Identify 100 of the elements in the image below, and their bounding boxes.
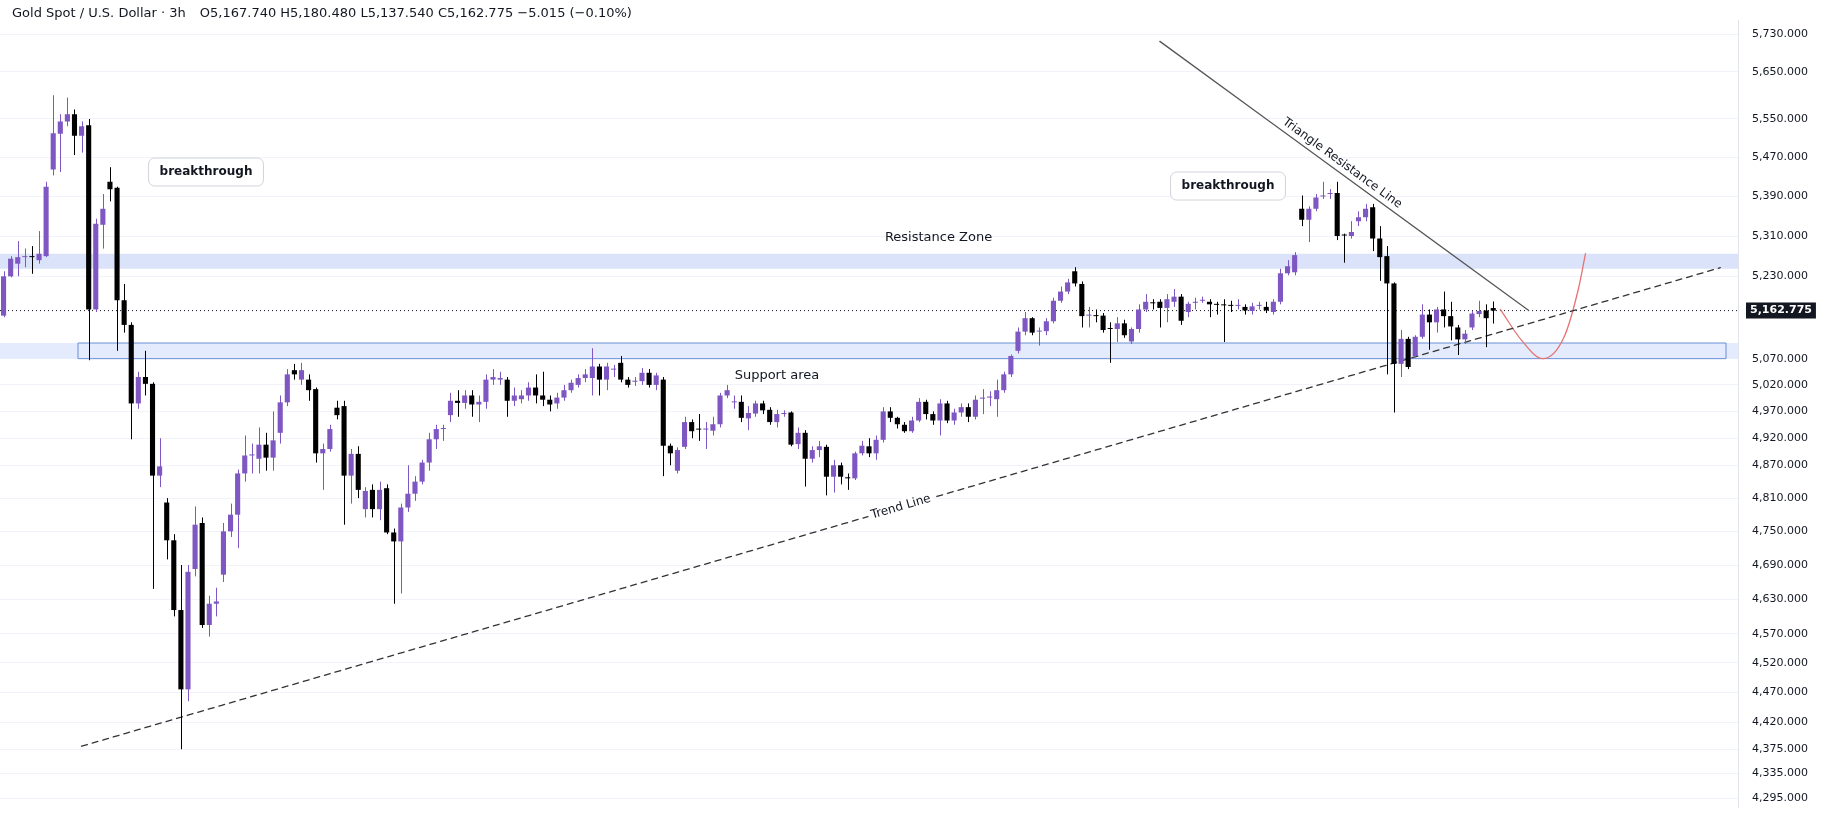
candlestick <box>419 459 425 485</box>
y-tick-label: 4,750.000 <box>1752 524 1808 538</box>
candlestick <box>206 595 212 638</box>
candlestick <box>873 435 879 461</box>
candlestick <box>1029 316 1035 336</box>
candlestick <box>1015 326 1021 354</box>
candlestick <box>1072 266 1078 287</box>
y-tick-label: 4,970.000 <box>1752 404 1808 418</box>
candlestick <box>1306 205 1312 243</box>
y-tick-label: 5,470.000 <box>1752 150 1808 164</box>
y-tick-label: 5,650.000 <box>1752 64 1808 78</box>
candlestick <box>994 379 1000 418</box>
y-tick-label: 4,335.000 <box>1752 766 1808 780</box>
candlestick <box>1100 312 1106 334</box>
candlestick <box>348 448 354 505</box>
candlestick <box>965 402 971 423</box>
candlestick <box>270 410 276 472</box>
y-tick-label: 4,920.000 <box>1752 431 1808 445</box>
candlestick <box>242 435 248 483</box>
candlestick <box>1001 371 1007 394</box>
candlestick <box>1050 297 1056 324</box>
candlestick <box>1228 300 1234 313</box>
candlestick <box>157 437 163 488</box>
candlestick <box>1107 321 1113 364</box>
candlestick <box>1136 303 1142 334</box>
candlestick <box>362 486 368 518</box>
candlestick <box>504 376 510 418</box>
candlestick <box>71 108 78 156</box>
candlestick <box>15 240 21 277</box>
candlestick <box>603 362 610 391</box>
y-tick-label: 5,730.000 <box>1752 27 1808 41</box>
candlestick <box>213 587 219 617</box>
candlestick <box>1214 301 1220 316</box>
candlestick <box>1426 308 1432 351</box>
candlestick <box>440 424 446 442</box>
candlestick <box>916 397 922 423</box>
candlestick <box>866 437 872 458</box>
candlestick <box>1320 181 1326 200</box>
candlestick <box>1157 298 1163 328</box>
candlestick <box>745 405 751 431</box>
candlestick <box>1221 298 1227 343</box>
candlestick <box>57 113 63 173</box>
candlestick <box>483 373 489 410</box>
candlestick <box>447 392 454 423</box>
ref-line-label: 5,162.775 <box>1750 303 1812 317</box>
line-series <box>1499 252 1587 360</box>
candlestick <box>369 483 375 518</box>
candlestick <box>731 394 737 410</box>
y-tick-label: 4,295.000 <box>1752 790 1808 804</box>
candlestick <box>1490 301 1496 325</box>
candlestick <box>1483 303 1489 348</box>
y-tick-label: 4,630.000 <box>1752 592 1808 606</box>
candlestick <box>674 446 681 474</box>
candlestick <box>696 413 702 442</box>
y-tick-label: 5,230.000 <box>1752 269 1808 283</box>
y-tick-label: 4,870.000 <box>1752 458 1808 472</box>
text: Trend Line <box>868 490 933 522</box>
candlestick <box>142 350 148 396</box>
y-tick-label: 4,375.000 <box>1752 742 1808 756</box>
candlestick <box>1377 225 1383 282</box>
candlestick <box>1455 324 1461 356</box>
candlestick <box>838 462 844 485</box>
candlestick <box>1448 301 1454 341</box>
candlestick <box>64 97 70 127</box>
candlestick <box>1341 233 1347 264</box>
y-tick-label: 4,810.000 <box>1752 490 1808 504</box>
candlestick <box>1235 298 1241 310</box>
chart-subtitle: O5,167.740 H5,180.480 L5,137.540 C5,162.775 −5.015 (−0.10%) <box>199 5 632 20</box>
y-tick-label: 4,420.000 <box>1752 714 1808 728</box>
candlestick <box>22 248 28 268</box>
candlestick <box>405 464 411 513</box>
candlestick <box>228 503 234 538</box>
candlestick <box>1150 298 1156 310</box>
annotation: breakthrough <box>1181 178 1275 193</box>
candlestick <box>972 394 978 420</box>
candlestick <box>1292 251 1298 276</box>
y-tick-label: 4,520.000 <box>1752 655 1808 669</box>
candlestick <box>298 362 305 386</box>
candlestick <box>1299 195 1305 227</box>
y-tick-label: 4,570.000 <box>1752 626 1808 640</box>
candlestick <box>781 409 787 418</box>
candlestick <box>1164 293 1170 323</box>
candlestick <box>596 363 602 396</box>
candlestick <box>79 120 85 154</box>
y-tick-label: 5,310.000 <box>1752 228 1808 242</box>
candlestick <box>462 389 468 410</box>
band-label: Support area <box>734 366 820 382</box>
candlestick <box>1419 303 1425 340</box>
candlestick <box>29 245 35 275</box>
candlestick <box>738 394 744 423</box>
candlestick <box>327 424 333 453</box>
candlestick <box>1036 326 1042 347</box>
candlestick <box>36 230 42 265</box>
candlestick <box>710 416 716 437</box>
candlestick <box>376 481 383 521</box>
candlestick <box>987 390 993 407</box>
candlestick <box>795 426 801 450</box>
candlestick <box>306 373 312 402</box>
candlestick <box>611 364 617 378</box>
candlestick <box>412 475 418 502</box>
